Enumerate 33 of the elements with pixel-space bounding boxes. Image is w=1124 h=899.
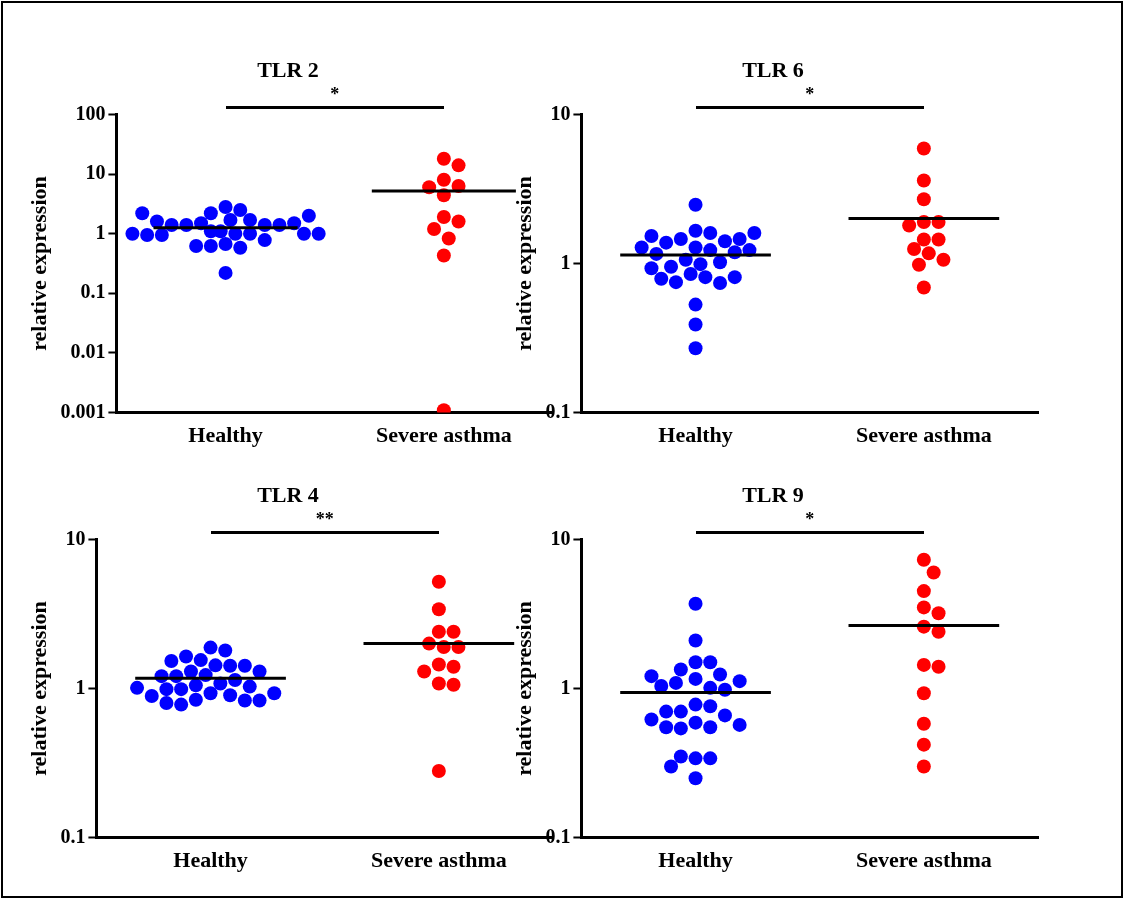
x-tick-label: Severe asthma [375, 422, 512, 448]
y-tick-label: 0.1 [80, 280, 106, 303]
y-tick-label: 0.001 [60, 399, 106, 422]
y-tick-label: 10 [85, 161, 106, 184]
y-tick-label: 0.1 [60, 824, 86, 847]
text: * [330, 84, 340, 106]
y-tick-label: 1 [75, 675, 86, 698]
x-tick-label: Healthy [188, 422, 263, 448]
y-axis-title: relative expression [510, 176, 536, 351]
text: * [805, 84, 815, 106]
x-tick-label: Healthy [658, 422, 733, 448]
x-tick-label: Severe asthma [855, 847, 992, 873]
y-tick-label: 1 [560, 250, 571, 273]
x-tick-label: Severe asthma [370, 847, 507, 873]
x-tick-label: Healthy [658, 847, 733, 873]
x-tick-label: Healthy [173, 847, 248, 873]
text: ** [315, 509, 334, 531]
chart-title: TLR 4 [257, 481, 319, 507]
chart-title: TLR 2 [257, 56, 319, 82]
y-tick-label: 1 [95, 220, 106, 243]
chart-title: TLR 9 [742, 481, 804, 507]
y-tick-label: 1 [560, 675, 571, 698]
y-tick-label: 10 [65, 526, 86, 549]
y-axis-title: relative expression [25, 176, 51, 351]
x-tick-label: Severe asthma [855, 422, 992, 448]
chart-title: TLR 6 [742, 56, 804, 82]
y-axis-title: relative expression [510, 601, 536, 776]
y-tick-label: 100 [75, 101, 106, 124]
text: * [805, 509, 815, 531]
y-axis-title: relative expression [25, 601, 51, 776]
y-tick-label: 10 [550, 526, 571, 549]
y-tick-label: 0.01 [70, 340, 106, 363]
y-tick-label: 10 [550, 101, 571, 124]
